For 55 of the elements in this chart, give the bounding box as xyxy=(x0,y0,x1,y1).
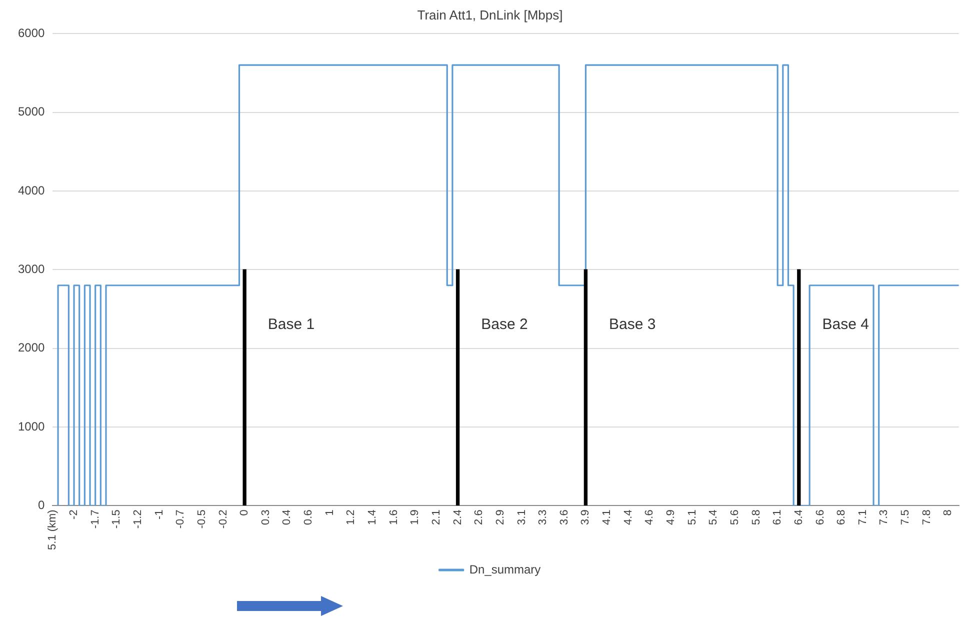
x-tick-label: 1.4 xyxy=(366,510,379,525)
x-tick-label: 7.5 xyxy=(900,510,912,525)
x-tick-label: 5.4 xyxy=(708,510,720,525)
x-tick-label: 8 xyxy=(942,510,954,516)
x-tick-label: 0.4 xyxy=(281,510,294,525)
x-tick-label: 2.9 xyxy=(494,510,506,525)
x-tick-label: 0.3 xyxy=(260,510,272,525)
annotation: Base 3 xyxy=(609,316,656,333)
x-tick-label: 3.9 xyxy=(580,510,592,525)
x-tick-label: 2.4 xyxy=(452,510,464,525)
x-tick-label: 2.1 xyxy=(430,510,442,525)
annotation: Base 1 xyxy=(268,316,315,333)
y-tick-label: 2000 xyxy=(18,340,46,355)
legend-label: Dn_summary xyxy=(469,562,541,576)
x-tick-label: -0.7 xyxy=(174,510,187,529)
x-tick-label: 4.1 xyxy=(601,510,614,525)
x-tick-label: 5.1 xyxy=(686,510,698,525)
x-tick-label: 6.8 xyxy=(836,510,848,525)
x-tick-label: -1.5 xyxy=(110,510,123,529)
x-tick-label: 7.3 xyxy=(878,510,890,525)
x-tick-label: 5.6 xyxy=(728,510,741,525)
chart-title: Train Att1, DnLink [Mbps] xyxy=(417,7,563,22)
x-tick-label: 3.1 xyxy=(516,510,528,525)
x-tick-label: 6.1 xyxy=(772,510,784,525)
x-tick-label: -1.2 xyxy=(132,510,144,529)
x-tick-label: 7.1 xyxy=(856,510,869,525)
x-tick-label: -1 xyxy=(153,510,166,520)
x-tick-label: 0 xyxy=(238,510,251,516)
y-tick-label: 4000 xyxy=(18,183,46,198)
x-tick-label: -1.7 xyxy=(89,510,102,529)
x-tick-label: 2.6 xyxy=(473,510,486,525)
y-tick-label: 3000 xyxy=(18,262,46,276)
annotation: Base 2 xyxy=(481,316,528,333)
x-tick-label: 1.6 xyxy=(388,510,400,525)
y-tick-label: 5000 xyxy=(18,104,46,119)
x-tick-label: -0.5 xyxy=(196,510,208,529)
x-tick-label: 5.8 xyxy=(750,510,762,525)
annotation: Base 4 xyxy=(822,316,869,333)
x-tick-label: 7.8 xyxy=(920,510,933,525)
y-tick-label: 1000 xyxy=(18,419,46,434)
x-tick-label: 4.4 xyxy=(622,510,634,525)
x-tick-label: 6.6 xyxy=(814,510,826,525)
x-tick-label: 4.6 xyxy=(644,510,656,525)
x-tick-label: 5.1 (km) xyxy=(46,510,59,550)
y-tick-label: 6000 xyxy=(18,26,46,40)
x-tick-label: 3.6 xyxy=(558,510,570,525)
x-tick-label: 1.2 xyxy=(345,510,358,525)
x-tick-label: 1 xyxy=(324,510,336,516)
x-tick-label: 4.9 xyxy=(665,510,678,525)
x-tick-label: 1.9 xyxy=(409,510,422,525)
x-tick-label: -0.2 xyxy=(217,510,230,529)
x-tick-label: 6.4 xyxy=(792,510,805,525)
x-tick-label: -2 xyxy=(68,510,80,520)
x-tick-label: 3.3 xyxy=(537,510,550,525)
x-tick-label: 0.6 xyxy=(302,510,315,525)
